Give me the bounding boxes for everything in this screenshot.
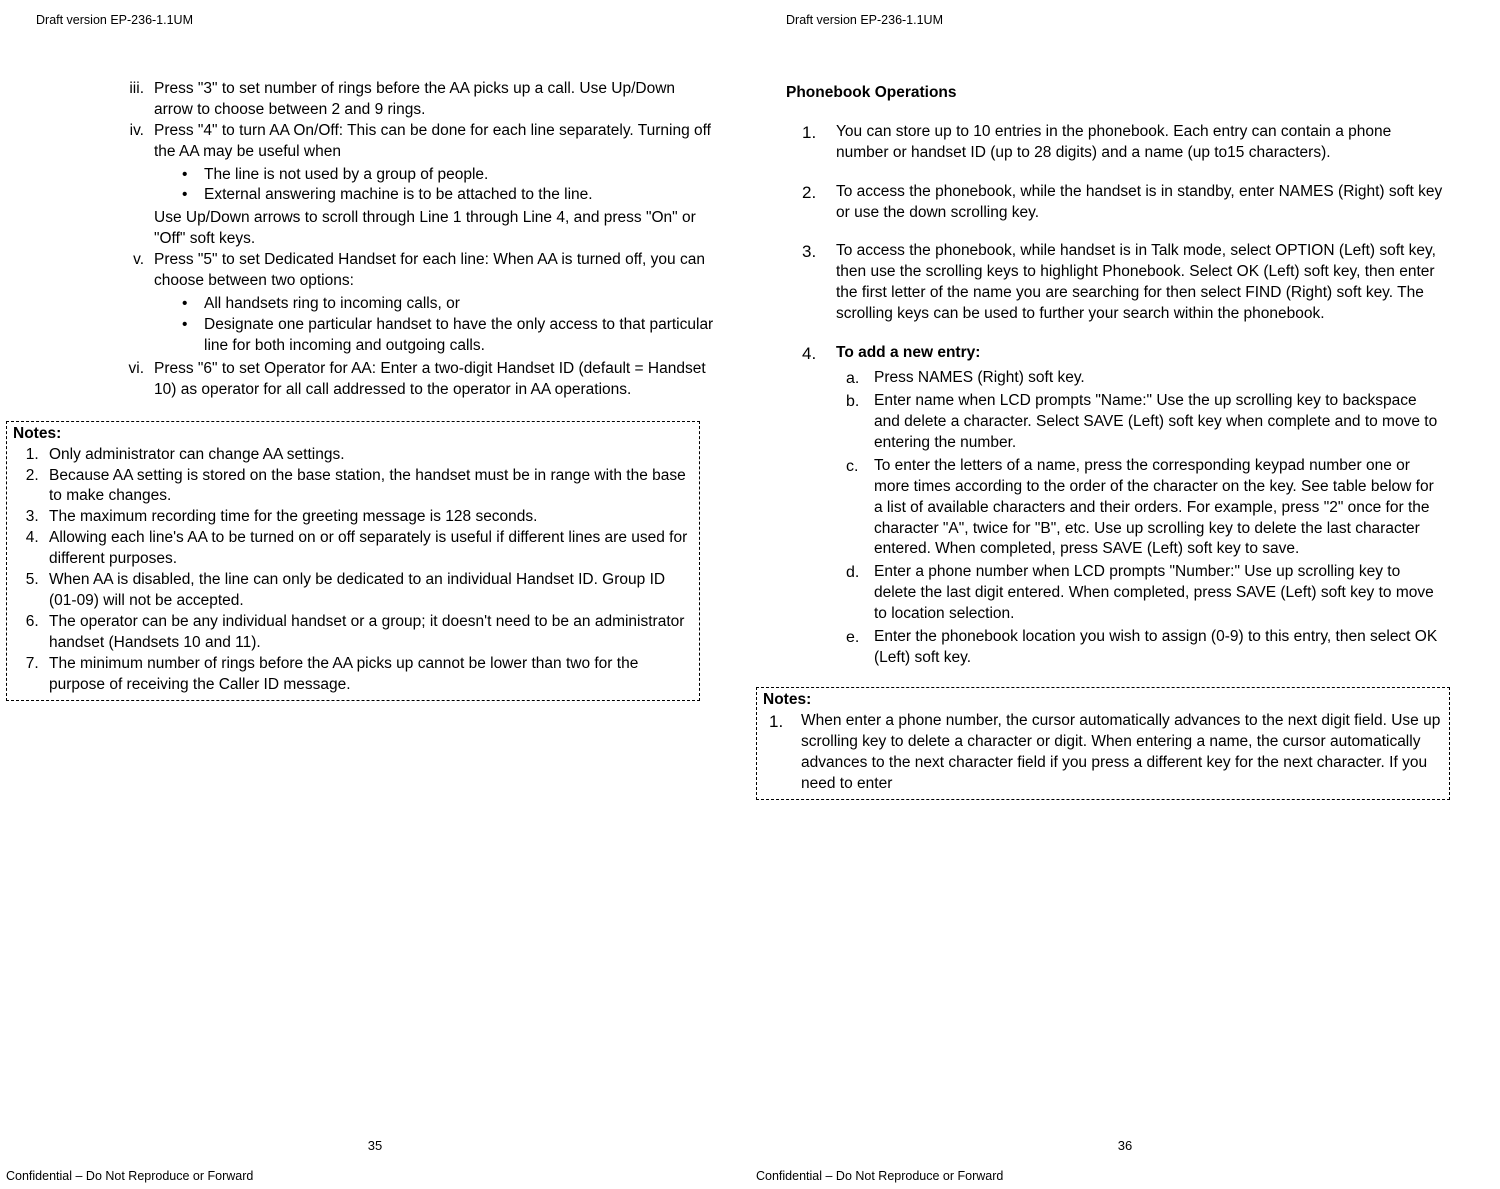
roman-text: Press "5" to set Dedicated Handset for e… [154, 251, 705, 289]
note-item: The maximum recording time for the greet… [43, 507, 693, 528]
roman-text: Press "3" to set number of rings before … [154, 80, 675, 118]
note-item: When AA is disabled, the line can only b… [43, 570, 693, 612]
page-number-right: 36 [750, 1137, 1500, 1155]
roman-text: Press "4" to turn AA On/Off: This can be… [154, 122, 711, 160]
bullet-list: All handsets ring to incoming calls, or … [154, 294, 714, 357]
footer-left: Confidential – Do Not Reproduce or Forwa… [0, 1168, 253, 1185]
left-page: Draft version EP-236-1.1UM iii. Press "3… [0, 0, 750, 1189]
alpha-marker: c. [846, 456, 858, 478]
alpha-text: Enter a phone number when LCD prompts "N… [874, 563, 1434, 622]
note-item: The minimum number of rings before the A… [43, 654, 693, 696]
notes-box-left: Notes: Only administrator can change AA … [6, 421, 700, 701]
num-marker: 4. [802, 343, 816, 366]
note-item: Allowing each line's AA to be turned on … [43, 528, 693, 570]
num-marker: 3. [802, 241, 816, 264]
roman-marker: iv. [114, 121, 144, 142]
roman-marker: v. [114, 250, 144, 271]
note-item: 1. When enter a phone number, the cursor… [795, 711, 1443, 795]
num-text: To access the phonebook, while the hands… [836, 183, 1442, 221]
note-marker: 1. [769, 711, 783, 734]
alpha-text: Press NAMES (Right) soft key. [874, 369, 1085, 386]
alpha-marker: d. [846, 562, 859, 584]
roman-item-iii: iii. Press "3" to set number of rings be… [126, 79, 714, 121]
header-left: Draft version EP-236-1.1UM [36, 12, 714, 49]
note-text: When enter a phone number, the cursor au… [801, 712, 1440, 792]
roman-list: iii. Press "3" to set number of rings be… [36, 79, 714, 401]
right-page: Draft version EP-236-1.1UM Phonebook Ope… [750, 0, 1500, 1189]
num-item-2: 2. To access the phonebook, while the ha… [830, 182, 1446, 224]
alpha-text: To enter the letters of a name, press th… [874, 457, 1434, 558]
section-title: Phonebook Operations [786, 83, 1464, 104]
left-content: iii. Press "3" to set number of rings be… [36, 49, 714, 701]
right-content: Phonebook Operations 1. You can store up… [786, 49, 1464, 800]
roman-marker: iii. [114, 79, 144, 100]
footer-right: Confidential – Do Not Reproduce or Forwa… [750, 1168, 1003, 1185]
roman-marker: vi. [114, 359, 144, 380]
notes-list-right: 1. When enter a phone number, the cursor… [763, 711, 1443, 795]
notes-title: Notes: [13, 424, 693, 445]
note-item: Because AA setting is stored on the base… [43, 466, 693, 508]
notes-list: Only administrator can change AA setting… [13, 445, 693, 696]
roman-item-v: v. Press "5" to set Dedicated Handset fo… [126, 250, 714, 357]
note-item: Only administrator can change AA setting… [43, 445, 693, 466]
num-text: You can store up to 10 entries in the ph… [836, 123, 1391, 161]
page-spread: Draft version EP-236-1.1UM iii. Press "3… [0, 0, 1500, 1189]
header-right: Draft version EP-236-1.1UM [786, 12, 1464, 49]
bullet-item: All handsets ring to incoming calls, or [182, 294, 714, 315]
notes-title: Notes: [763, 690, 1443, 711]
numbered-list: 1. You can store up to 10 entries in the… [786, 122, 1446, 669]
alpha-list: a. Press NAMES (Right) soft key. b. Ente… [836, 368, 1446, 669]
note-item: The operator can be any individual hands… [43, 612, 693, 654]
alpha-item-b: b. Enter name when LCD prompts "Name:" U… [860, 391, 1446, 454]
notes-box-right: Notes: 1. When enter a phone number, the… [756, 687, 1450, 800]
alpha-item-a: a. Press NAMES (Right) soft key. [860, 368, 1446, 389]
num-item-1: 1. You can store up to 10 entries in the… [830, 122, 1446, 164]
roman-item-iv: iv. Press "4" to turn AA On/Off: This ca… [126, 121, 714, 251]
roman-item-vi: vi. Press "6" to set Operator for AA: En… [126, 359, 714, 401]
alpha-text: Enter the phonebook location you wish to… [874, 628, 1437, 666]
page-number-left: 35 [0, 1137, 750, 1155]
bullet-item: External answering machine is to be atta… [182, 185, 714, 206]
num-item-4: 4. To add a new entry: a. Press NAMES (R… [830, 343, 1446, 669]
bullet-item: Designate one particular handset to have… [182, 315, 714, 357]
num-text: To access the phonebook, while handset i… [836, 242, 1436, 322]
alpha-item-d: d. Enter a phone number when LCD prompts… [860, 562, 1446, 625]
roman-text: Press "6" to set Operator for AA: Enter … [154, 360, 706, 398]
num-marker: 2. [802, 182, 816, 205]
bullet-list: The line is not used by a group of peopl… [154, 165, 714, 207]
alpha-marker: a. [846, 368, 859, 390]
alpha-marker: e. [846, 627, 859, 649]
roman-tail: Use Up/Down arrows to scroll through Lin… [154, 209, 696, 247]
alpha-item-c: c. To enter the letters of a name, press… [860, 456, 1446, 561]
alpha-item-e: e. Enter the phonebook location you wish… [860, 627, 1446, 669]
bullet-item: The line is not used by a group of peopl… [182, 165, 714, 186]
alpha-text: Enter name when LCD prompts "Name:" Use … [874, 392, 1437, 451]
alpha-marker: b. [846, 391, 859, 413]
num-bold-text: To add a new entry: [836, 344, 980, 361]
num-item-3: 3. To access the phonebook, while handse… [830, 241, 1446, 325]
num-marker: 1. [802, 122, 816, 145]
